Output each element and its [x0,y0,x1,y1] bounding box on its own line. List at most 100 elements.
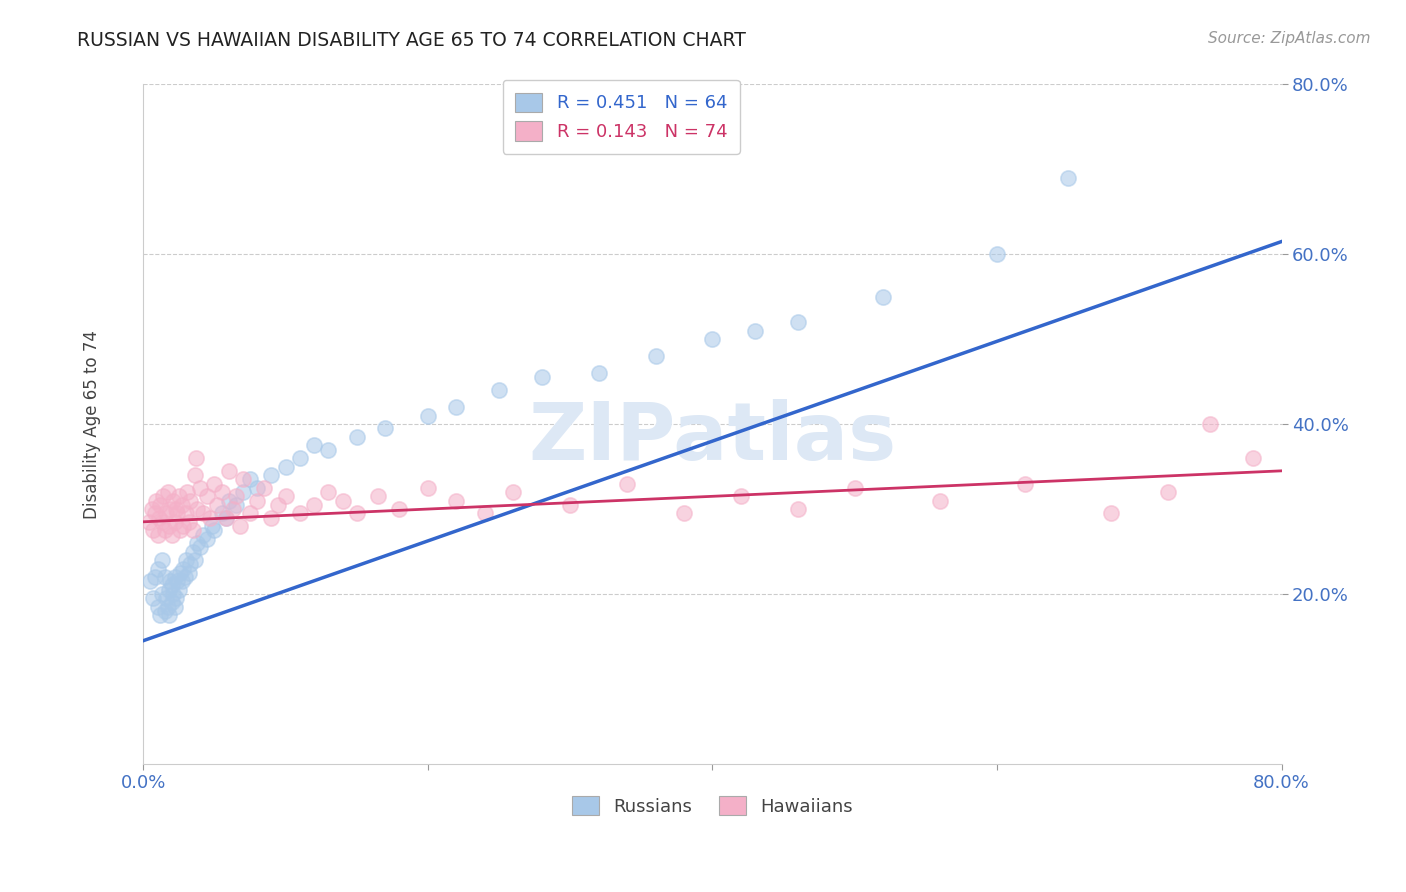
Point [588,366,610,380]
Point [502,485,524,500]
Point [159,574,181,589]
Point [929,493,952,508]
Point [200,510,222,524]
Point [191,506,214,520]
Point [744,324,766,338]
Point [148,510,170,524]
Point [179,558,201,572]
Point [488,383,510,397]
Point [215,510,238,524]
Legend: Russians, Hawaiians: Russians, Hawaiians [564,789,860,822]
Point [207,498,229,512]
Point [211,506,233,520]
Point [146,527,169,541]
Point [156,485,179,500]
Point [302,438,325,452]
Point [149,608,172,623]
Point [143,570,166,584]
Point [239,506,262,520]
Point [160,578,183,592]
Point [530,370,553,384]
Point [160,527,183,541]
Point [786,315,808,329]
Point [274,459,297,474]
Point [159,502,181,516]
Point [153,604,176,618]
Point [1157,485,1180,500]
Point [150,587,173,601]
Point [146,561,169,575]
Point [416,481,439,495]
Point [260,510,283,524]
Point [170,498,193,512]
Point [183,553,205,567]
Point [232,485,254,500]
Point [163,570,186,584]
Point [149,498,172,512]
Point [215,510,238,524]
Point [332,493,354,508]
Point [672,506,695,520]
Point [172,519,194,533]
Point [446,493,468,508]
Point [153,570,176,584]
Point [138,515,160,529]
Point [166,574,188,589]
Point [872,290,894,304]
Point [176,485,198,500]
Point [174,506,197,520]
Text: ZIPatlas: ZIPatlas [529,399,897,476]
Point [157,608,180,623]
Text: RUSSIAN VS HAWAIIAN DISABILITY AGE 65 TO 74 CORRELATION CHART: RUSSIAN VS HAWAIIAN DISABILITY AGE 65 TO… [77,31,747,50]
Point [222,502,245,516]
Point [1199,417,1222,431]
Point [167,489,190,503]
Point [446,400,468,414]
Point [218,493,240,508]
Point [1241,451,1264,466]
Point [169,523,191,537]
Point [1057,170,1080,185]
Point [246,481,269,495]
Point [184,451,207,466]
Point [183,468,205,483]
Point [288,451,311,466]
Point [145,493,167,508]
Point [169,566,191,580]
Point [1014,476,1036,491]
Point [188,481,211,495]
Point [201,519,224,533]
Point [165,591,187,606]
Point [186,502,208,516]
Point [225,498,247,512]
Point [143,506,166,520]
Point [167,582,190,597]
Point [191,527,214,541]
Point [474,506,496,520]
Point [163,599,186,614]
Point [346,506,368,520]
Point [174,553,197,567]
Point [172,561,194,575]
Point [616,476,638,491]
Point [181,544,204,558]
Point [239,472,262,486]
Point [163,515,186,529]
Point [150,515,173,529]
Point [177,566,200,580]
Point [225,489,247,503]
Text: Source: ZipAtlas.com: Source: ZipAtlas.com [1208,31,1371,46]
Point [155,591,177,606]
Point [730,489,752,503]
Point [166,506,188,520]
Point [260,468,283,483]
Text: Disability Age 65 to 74: Disability Age 65 to 74 [83,330,101,518]
Point [218,464,240,478]
Point [186,536,208,550]
Point [246,493,269,508]
Point [204,476,226,491]
Point [165,502,187,516]
Point [142,523,165,537]
Point [170,574,193,589]
Point [232,472,254,486]
